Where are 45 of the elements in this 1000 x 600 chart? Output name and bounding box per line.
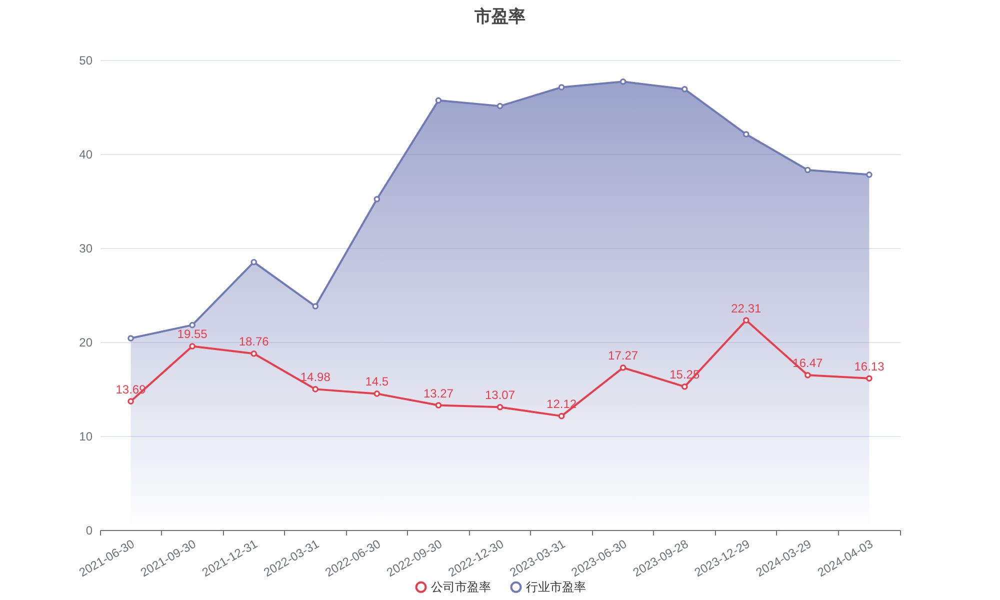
- point: [496, 102, 504, 110]
- point: [558, 412, 565, 420]
- point: [620, 78, 626, 85]
- y-tick-label: 10: [79, 430, 93, 444]
- point: [681, 384, 688, 390]
- data-label: 17.27: [608, 348, 638, 363]
- point: [804, 166, 811, 174]
- point: [866, 375, 872, 382]
- data-label: 19.55: [177, 327, 208, 342]
- point: [189, 343, 196, 350]
- y-tick-label: 30: [79, 242, 93, 256]
- point: [189, 322, 196, 328]
- data-label: 18.76: [238, 334, 270, 349]
- point: [374, 196, 380, 202]
- point: [250, 258, 257, 266]
- y-tick-label: 0: [86, 524, 93, 538]
- data-label: 14.5: [365, 374, 389, 389]
- point: [435, 97, 442, 104]
- data-label: 14.98: [300, 370, 331, 384]
- data-label: 16.13: [854, 359, 885, 374]
- data-label: 12.12: [546, 397, 577, 412]
- y-tick-label: 40: [79, 148, 93, 162]
- legend-label: 行业市盈率: [526, 580, 586, 594]
- point: [743, 317, 750, 324]
- point: [743, 131, 750, 138]
- point: [312, 386, 319, 392]
- point: [435, 402, 442, 408]
- point: [558, 84, 565, 90]
- point: [250, 350, 257, 357]
- data-label: 13.27: [423, 386, 454, 400]
- legend-label: 公司市盈率: [431, 580, 491, 594]
- data-label: 22.31: [731, 301, 762, 316]
- point: [496, 404, 504, 410]
- point: [681, 86, 688, 92]
- point: [128, 398, 134, 404]
- point: [804, 372, 811, 378]
- y-tick-label: 50: [79, 54, 93, 68]
- y-tick-label: 20: [79, 336, 93, 350]
- point: [312, 303, 319, 310]
- point: [620, 364, 626, 371]
- chart-title: 市盈率: [474, 7, 526, 26]
- data-label: 13.07: [484, 388, 516, 402]
- point: [128, 335, 134, 342]
- point: [374, 390, 380, 397]
- point: [866, 172, 872, 178]
